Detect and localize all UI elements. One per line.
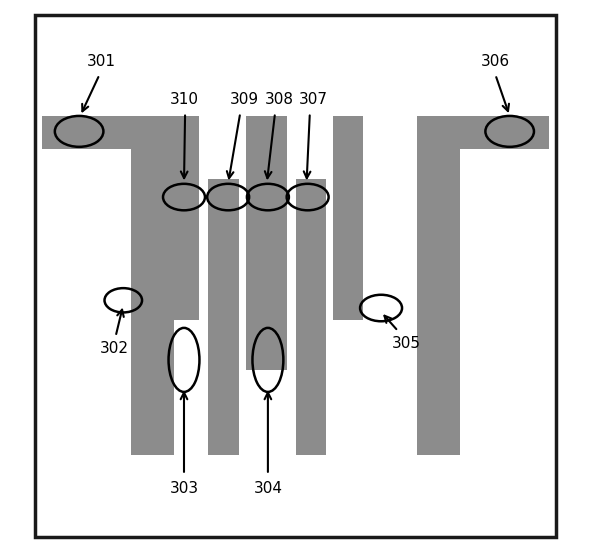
Bar (417, 116, 550, 149)
Bar (208, 179, 239, 455)
Text: 302: 302 (100, 341, 129, 357)
Bar (168, 116, 199, 320)
Bar (131, 149, 174, 455)
Text: 310: 310 (170, 92, 199, 107)
Text: 306: 306 (480, 54, 510, 70)
Text: 309: 309 (230, 92, 259, 107)
Text: 308: 308 (264, 92, 294, 107)
Text: 304: 304 (254, 481, 282, 496)
Bar (296, 179, 326, 455)
Text: 307: 307 (298, 92, 327, 107)
Bar (41, 116, 174, 149)
Bar (333, 116, 363, 320)
Text: 305: 305 (391, 336, 420, 351)
Text: 303: 303 (170, 481, 199, 496)
Bar (417, 149, 460, 455)
Text: 301: 301 (87, 54, 116, 70)
Bar (246, 116, 287, 370)
